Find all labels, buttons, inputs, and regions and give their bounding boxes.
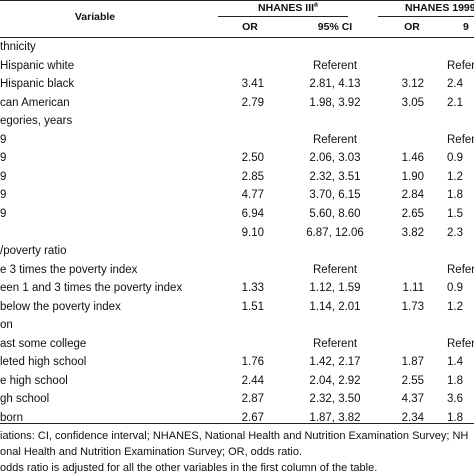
cell-or1: 1.33 bbox=[241, 282, 264, 294]
cell-ci1: 2.04, 2.92 bbox=[309, 375, 361, 387]
cell-ci2: 1.8 bbox=[447, 375, 463, 387]
cell-ci2: 1.4 bbox=[447, 356, 463, 368]
header-bottom-rule bbox=[0, 37, 474, 38]
cell-label: thnicity bbox=[0, 41, 36, 53]
footnote: odds ratio is adjusted for all the other… bbox=[0, 462, 378, 474]
cell-label: 9 bbox=[0, 189, 7, 201]
cell-ci1: 2.81, 4.13 bbox=[309, 78, 361, 90]
cell-ci1: 6.87, 12.06 bbox=[306, 227, 364, 239]
cell-ci1: 1.42, 2.17 bbox=[309, 356, 361, 368]
cell-ci1: 3.70, 6.15 bbox=[309, 189, 361, 201]
cell-or1: 2.44 bbox=[241, 375, 264, 387]
cell-or2: 1.46 bbox=[401, 152, 424, 164]
cell-label: een 1 and 3 times the poverty index bbox=[0, 282, 183, 294]
cell-or2: 4.37 bbox=[401, 393, 424, 405]
cell-ci1: 1.98, 3.92 bbox=[309, 97, 361, 109]
cell-or1: 2.50 bbox=[241, 152, 264, 164]
cell-label: e high school bbox=[0, 375, 68, 387]
footnote: iations: CI, confidence interval; NHANES… bbox=[0, 430, 469, 442]
cell-ci1: 2.32, 3.50 bbox=[309, 393, 361, 405]
group2-header: NHANES 1999- bbox=[405, 2, 474, 14]
cell-or2: 1.11 bbox=[402, 282, 424, 294]
cell-ci2: 1.8 bbox=[447, 189, 463, 201]
group2-rule bbox=[378, 16, 474, 17]
cell-label: Hispanic black bbox=[0, 78, 75, 90]
cell-ci2: 2.4 bbox=[447, 78, 463, 90]
cell-ci2: Referent bbox=[447, 60, 474, 72]
cell-or2: 2.84 bbox=[401, 189, 424, 201]
cell-label: ast some college bbox=[0, 338, 87, 350]
cell-ci2: Referent bbox=[447, 134, 474, 146]
cell-or2: 3.12 bbox=[401, 78, 424, 90]
cell-ci1: Referent bbox=[312, 338, 358, 350]
cell-or1: 9.10 bbox=[241, 227, 264, 239]
cell-or2: 1.87 bbox=[401, 356, 424, 368]
cell-or2: 2.65 bbox=[401, 208, 424, 220]
cell-ci2: 1.8 bbox=[447, 412, 463, 424]
cell-ci1: Referent bbox=[312, 264, 358, 276]
cell-label: /poverty ratio bbox=[0, 245, 67, 257]
ci-header: 95% CI bbox=[317, 21, 353, 33]
cell-or2: 1.73 bbox=[401, 301, 424, 313]
cell-label: on bbox=[0, 319, 13, 331]
ci2-header: 9 bbox=[463, 21, 469, 33]
cell-or1: 1.76 bbox=[241, 356, 264, 368]
cell-ci1: 5.60, 8.60 bbox=[309, 208, 361, 220]
cell-ci1: 2.06, 3.03 bbox=[309, 152, 361, 164]
cell-label: can American bbox=[0, 97, 70, 109]
cell-label: gh school bbox=[0, 393, 50, 405]
cell-label: 9 bbox=[0, 152, 7, 164]
cell-ci1: 1.14, 2.01 bbox=[309, 301, 361, 313]
cell-or1: 4.77 bbox=[241, 189, 264, 201]
cell-label: leted high school bbox=[0, 356, 87, 368]
cell-label: 9 bbox=[0, 171, 7, 183]
cell-ci2: 1.2 bbox=[447, 301, 463, 313]
footnote: onal Health and Nutrition Examination Su… bbox=[0, 446, 303, 458]
group1-header: NHANES IIIa bbox=[258, 1, 318, 15]
or2-header: OR bbox=[404, 21, 420, 33]
cell-or2: 1.90 bbox=[401, 171, 424, 183]
cell-ci2: 3.6 bbox=[447, 393, 463, 405]
cell-ci2: 1.5 bbox=[447, 208, 463, 220]
cell-ci1: Referent bbox=[312, 134, 358, 146]
cell-or1: 1.51 bbox=[241, 301, 264, 313]
cell-or1: 2.85 bbox=[241, 171, 264, 183]
cell-label: e 3 times the poverty index bbox=[0, 264, 138, 276]
table-bottom-rule bbox=[0, 423, 474, 424]
top-rule bbox=[0, 0, 474, 1]
cell-label: Hispanic white bbox=[0, 60, 75, 72]
cell-ci1: 1.87, 3.82 bbox=[309, 412, 361, 424]
cell-or1: 2.87 bbox=[241, 393, 264, 405]
cell-ci2: 0.9 bbox=[447, 282, 463, 294]
cell-ci2: Referent bbox=[447, 338, 474, 350]
cell-ci2: 2.1 bbox=[447, 97, 463, 109]
group1-rule bbox=[218, 16, 348, 17]
cell-label: 9 bbox=[0, 134, 7, 146]
cell-ci2: 2.3 bbox=[447, 227, 463, 239]
cell-label: 9 bbox=[0, 208, 7, 220]
cell-label: egories, years bbox=[0, 115, 73, 127]
cell-ci1: 1.12, 1.59 bbox=[309, 282, 361, 294]
cell-ci2: Referent bbox=[447, 264, 474, 276]
cell-ci2: 0.9 bbox=[447, 152, 463, 164]
variable-header: Variable bbox=[74, 11, 116, 23]
cell-or1: 6.94 bbox=[241, 208, 264, 220]
cell-ci1: Referent bbox=[312, 60, 358, 72]
cell-or2: 2.34 bbox=[401, 412, 424, 424]
cell-or2: 3.82 bbox=[401, 227, 424, 239]
cell-ci2: 1.2 bbox=[447, 171, 463, 183]
cell-or1: 3.41 bbox=[241, 78, 264, 90]
cell-or2: 3.05 bbox=[401, 97, 424, 109]
cell-or2: 2.55 bbox=[401, 375, 424, 387]
cell-label: born bbox=[0, 412, 24, 424]
cell-or1: 2.67 bbox=[241, 412, 264, 424]
cell-ci1: 2.32, 3.51 bbox=[309, 171, 361, 183]
cell-label: below the poverty index bbox=[0, 301, 121, 313]
cell-or1: 2.79 bbox=[241, 97, 264, 109]
or-header: OR bbox=[242, 21, 258, 33]
